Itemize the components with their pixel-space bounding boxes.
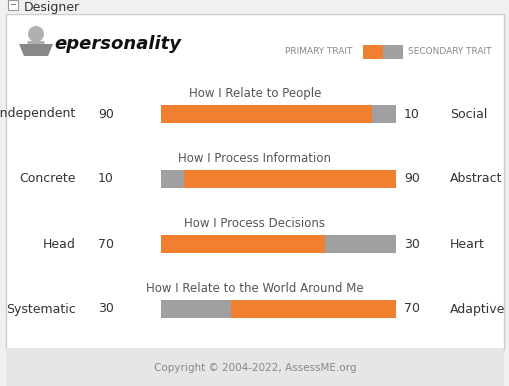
Text: Systematic: Systematic [6, 303, 76, 315]
FancyBboxPatch shape [231, 300, 395, 318]
Text: −: − [10, 0, 16, 10]
FancyBboxPatch shape [161, 170, 184, 188]
FancyBboxPatch shape [161, 105, 372, 123]
Text: 90: 90 [403, 173, 419, 186]
Polygon shape [19, 44, 53, 56]
FancyBboxPatch shape [161, 300, 231, 318]
Text: 10: 10 [98, 173, 114, 186]
Text: 70: 70 [98, 237, 114, 251]
Text: 90: 90 [98, 107, 114, 120]
Text: Copyright © 2004-2022, AssessME.org: Copyright © 2004-2022, AssessME.org [153, 363, 356, 373]
Text: Adaptive: Adaptive [449, 303, 504, 315]
Text: epersonality: epersonality [54, 35, 181, 53]
Text: Head: Head [43, 237, 76, 251]
Text: Independent: Independent [0, 107, 76, 120]
Text: Concrete: Concrete [19, 173, 76, 186]
Text: How I Process Information: How I Process Information [178, 152, 331, 165]
Text: Heart: Heart [449, 237, 484, 251]
Text: 70: 70 [403, 303, 419, 315]
Text: PRIMARY TRAIT: PRIMARY TRAIT [285, 47, 352, 56]
FancyBboxPatch shape [372, 105, 395, 123]
Text: Social: Social [449, 107, 487, 120]
Circle shape [28, 26, 44, 42]
Text: Designer: Designer [24, 0, 80, 14]
Text: 30: 30 [403, 237, 419, 251]
FancyBboxPatch shape [382, 45, 402, 59]
Text: 30: 30 [98, 303, 114, 315]
Text: How I Relate to the World Around Me: How I Relate to the World Around Me [146, 282, 363, 295]
Text: Abstract: Abstract [449, 173, 501, 186]
FancyBboxPatch shape [184, 170, 395, 188]
Text: How I Process Decisions: How I Process Decisions [184, 217, 325, 230]
Polygon shape [24, 41, 48, 56]
FancyBboxPatch shape [161, 235, 325, 253]
Text: SECONDARY TRAIT: SECONDARY TRAIT [407, 47, 490, 56]
FancyBboxPatch shape [325, 235, 395, 253]
FancyBboxPatch shape [362, 45, 382, 59]
Text: How I Relate to People: How I Relate to People [188, 87, 321, 100]
Text: 10: 10 [403, 107, 419, 120]
